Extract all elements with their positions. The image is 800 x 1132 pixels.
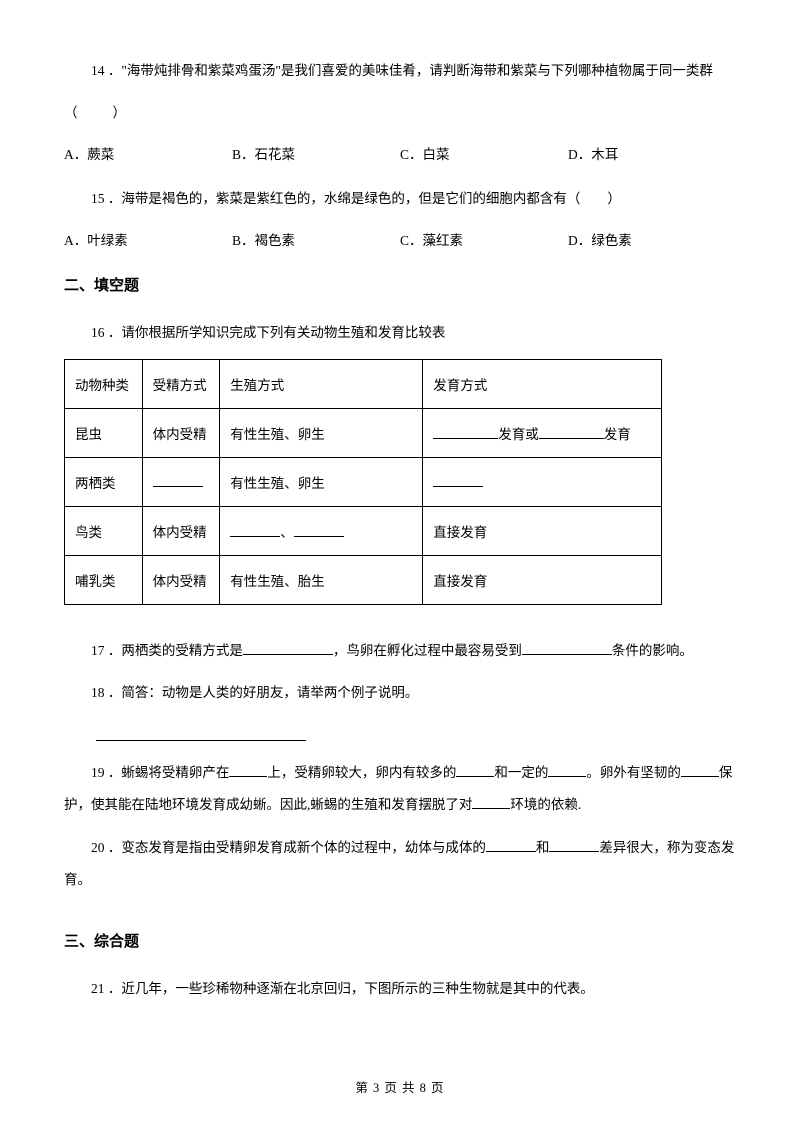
cell-bird-dev: 直接发育	[423, 506, 662, 555]
blank	[230, 523, 280, 537]
comparison-table-wrap: 动物种类 受精方式 生殖方式 发育方式 昆虫 体内受精 有性生殖、卵生 发育或发…	[64, 359, 736, 605]
table-row-amphibian: 两栖类 有性生殖、卵生	[65, 457, 662, 506]
q15-opt-b: B．褐色素	[232, 226, 400, 256]
question-16: 16 ．请你根据所学知识完成下列有关动物生殖和发育比较表	[64, 317, 736, 349]
q17-text3: 条件的影响。	[612, 643, 693, 658]
q14-num: 14 ．	[91, 63, 121, 78]
cell-mammal: 哺乳类	[65, 555, 143, 604]
q19-t6: 环境的依赖.	[510, 797, 581, 812]
table-row-bird: 鸟类 体内受精 、 直接发育	[65, 506, 662, 555]
q17-text1: 两栖类的受精方式是	[121, 643, 243, 658]
question-21: 21 ．近几年，一些珍稀物种逐渐在北京回归，下图所示的三种生物就是其中的代表。	[64, 973, 736, 1005]
q19-t2: 上，受精卵较大，卵内有较多的	[267, 765, 456, 780]
cell-bird-fert: 体内受精	[142, 506, 220, 555]
th-fertilization: 受精方式	[142, 359, 220, 408]
cell-insect-dev: 发育或发育	[423, 408, 662, 457]
table-row-insect: 昆虫 体内受精 有性生殖、卵生 发育或发育	[65, 408, 662, 457]
cell-amphibian: 两栖类	[65, 457, 143, 506]
cell-mammal-repro: 有性生殖、胎生	[220, 555, 423, 604]
blank	[681, 763, 719, 777]
q14-paren: （ ）	[64, 97, 736, 129]
q20-num: 20 ．	[91, 840, 121, 855]
cell-amphibian-dev	[423, 457, 662, 506]
q14-text: "海带炖排骨和紫菜鸡蛋汤"是我们喜爱的美味佳肴，请判断海带和紫菜与下列哪种植物属…	[121, 63, 713, 78]
th-development: 发育方式	[423, 359, 662, 408]
blank	[548, 763, 586, 777]
answer-line	[96, 740, 306, 741]
q14-paren-gap	[78, 105, 113, 120]
cell-amphibian-fert	[142, 457, 220, 506]
question-19: 19 ．蜥蜴将受精卵产在上，受精卵较大，卵内有较多的和一定的。卵外有坚韧的保护，…	[64, 757, 736, 822]
table-row-mammal: 哺乳类 体内受精 有性生殖、胎生 直接发育	[65, 555, 662, 604]
q19-t4: 。卵外有坚韧的	[586, 765, 681, 780]
q17-text2: ，鸟卵在孵化过程中最容易受到	[333, 643, 522, 658]
blank	[433, 473, 483, 487]
q21-num: 21 ．	[91, 981, 121, 996]
q15-num: 15 ．	[91, 191, 121, 206]
q14-options: A．蕨菜 B．石花菜 C．白菜 D．木耳	[64, 140, 736, 170]
question-17: 17 ．两栖类的受精方式是 ，鸟卵在孵化过程中最容易受到 条件的影响。	[64, 635, 736, 667]
q20-t2: 和	[536, 840, 550, 855]
section-2-title: 二、填空题	[64, 274, 736, 295]
blank	[522, 641, 612, 655]
question-18: 18 ．简答：动物是人类的好朋友，请举两个例子说明。	[64, 677, 736, 709]
cell-insect: 昆虫	[65, 408, 143, 457]
q17-num: 17 ．	[91, 643, 121, 658]
cell-amphibian-repro: 有性生殖、卵生	[220, 457, 423, 506]
q15-opt-a: A．叶绿素	[64, 226, 232, 256]
q15-opt-c: C．藻红素	[400, 226, 568, 256]
blank	[549, 838, 599, 852]
q16-text: 请你根据所学知识完成下列有关动物生殖和发育比较表	[121, 325, 445, 340]
blank	[243, 641, 333, 655]
q19-t1: 蜥蜴将受精卵产在	[121, 765, 229, 780]
q14-opt-a: A．蕨菜	[64, 140, 232, 170]
q18-num: 18 ．	[91, 685, 121, 700]
q16-num: 16 ．	[91, 325, 121, 340]
cell-bird: 鸟类	[65, 506, 143, 555]
q15-text: 海带是褐色的，紫菜是紫红色的，水绵是绿色的，但是它们的细胞内都含有（ ）	[121, 191, 621, 206]
question-20: 20 ．变态发育是指由受精卵发育成新个体的过程中，幼体与成体的和差异很大，称为变…	[64, 832, 736, 897]
section-3-title: 三、综合题	[64, 930, 736, 951]
blank	[294, 523, 344, 537]
cell-insect-fert: 体内受精	[142, 408, 220, 457]
q15-options: A．叶绿素 B．褐色素 C．藻红素 D．绿色素	[64, 226, 736, 256]
blank	[433, 425, 498, 439]
q18-text: 简答：动物是人类的好朋友，请举两个例子说明。	[121, 685, 418, 700]
cell-mammal-dev: 直接发育	[423, 555, 662, 604]
q14-opt-d: D．木耳	[568, 140, 736, 170]
q21-text: 近几年，一些珍稀物种逐渐在北京回归，下图所示的三种生物就是其中的代表。	[121, 981, 594, 996]
blank	[153, 473, 203, 487]
q14-opt-c: C．白菜	[400, 140, 568, 170]
q20-t1: 变态发育是指由受精卵发育成新个体的过程中，幼体与成体的	[121, 840, 486, 855]
question-14: 14 ．"海带炖排骨和紫菜鸡蛋汤"是我们喜爱的美味佳肴，请判断海带和紫菜与下列哪…	[64, 55, 736, 87]
table-header-row: 动物种类 受精方式 生殖方式 发育方式	[65, 359, 662, 408]
question-15: 15 ．海带是褐色的，紫菜是紫红色的，水绵是绿色的，但是它们的细胞内都含有（ ）	[64, 183, 736, 215]
q19-num: 19 ．	[91, 765, 121, 780]
blank	[229, 763, 267, 777]
cell-insect-repro: 有性生殖、卵生	[220, 408, 423, 457]
th-species: 动物种类	[65, 359, 143, 408]
th-reproduction: 生殖方式	[220, 359, 423, 408]
comparison-table: 动物种类 受精方式 生殖方式 发育方式 昆虫 体内受精 有性生殖、卵生 发育或发…	[64, 359, 662, 605]
q15-opt-d: D．绿色素	[568, 226, 736, 256]
blank	[472, 796, 510, 810]
q14-opt-b: B．石花菜	[232, 140, 400, 170]
q19-t3: 和一定的	[494, 765, 548, 780]
blank	[539, 425, 604, 439]
cell-mammal-fert: 体内受精	[142, 555, 220, 604]
cell-bird-repro: 、	[220, 506, 423, 555]
page-footer: 第 3 页 共 8 页	[0, 1077, 800, 1096]
blank	[486, 838, 536, 852]
blank	[456, 763, 494, 777]
